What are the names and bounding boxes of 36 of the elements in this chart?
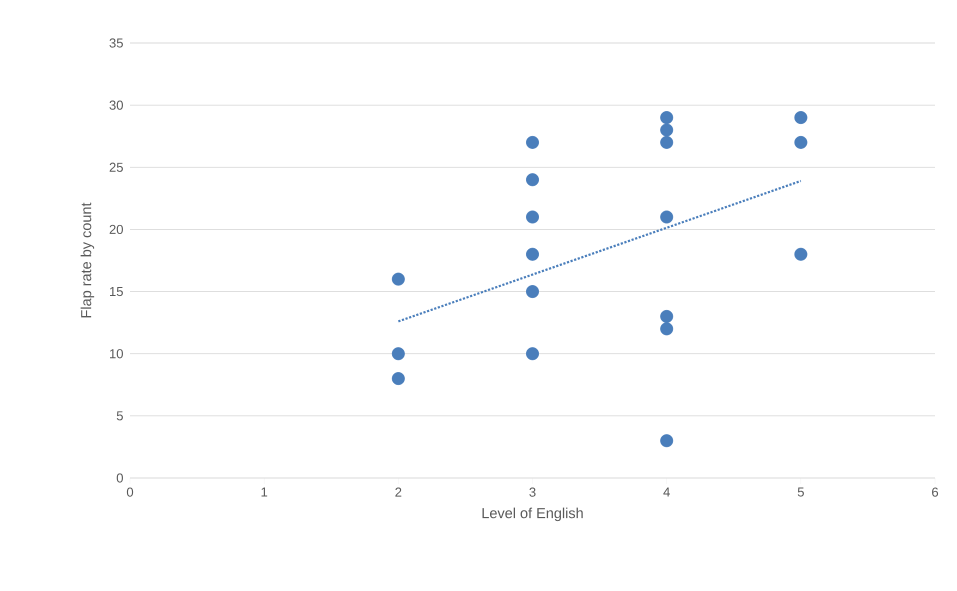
point [526, 248, 540, 261]
point [660, 210, 674, 224]
y-tick-label: 30 [110, 100, 123, 110]
y-tick-label: 5 [116, 411, 123, 420]
point [660, 123, 674, 136]
point [660, 310, 674, 323]
x-tick-label: 1 [262, 488, 268, 496]
point [660, 322, 674, 336]
point [392, 372, 405, 386]
y-tick-label: 10 [110, 349, 123, 358]
point [526, 136, 540, 149]
point [392, 272, 405, 286]
y-tick-label: 15 [110, 287, 123, 296]
y-tick-label: 25 [110, 162, 123, 172]
point [392, 347, 405, 360]
point [660, 136, 674, 149]
y-tick-label: 0 [116, 473, 123, 483]
x-tick-label: 5 [798, 488, 804, 497]
point [794, 111, 808, 124]
point [794, 248, 808, 261]
x-tick-label: 3 [529, 488, 536, 497]
x-axis-title: Level of English [482, 508, 583, 522]
x-tick-label: 0 [126, 488, 134, 497]
x-tick-label: 4 [663, 488, 670, 496]
point [660, 434, 674, 448]
y-tick-label: 35 [110, 38, 123, 48]
x-tick-label: 6 [932, 488, 938, 497]
point [526, 173, 540, 186]
x-tick-label: 2 [395, 488, 402, 497]
point [526, 210, 540, 224]
y-tick-label: 20 [110, 224, 123, 234]
y-axis-title: Flap rate by count [80, 202, 94, 318]
point [526, 347, 540, 360]
point [526, 285, 540, 298]
point [794, 136, 808, 149]
point [660, 111, 674, 124]
